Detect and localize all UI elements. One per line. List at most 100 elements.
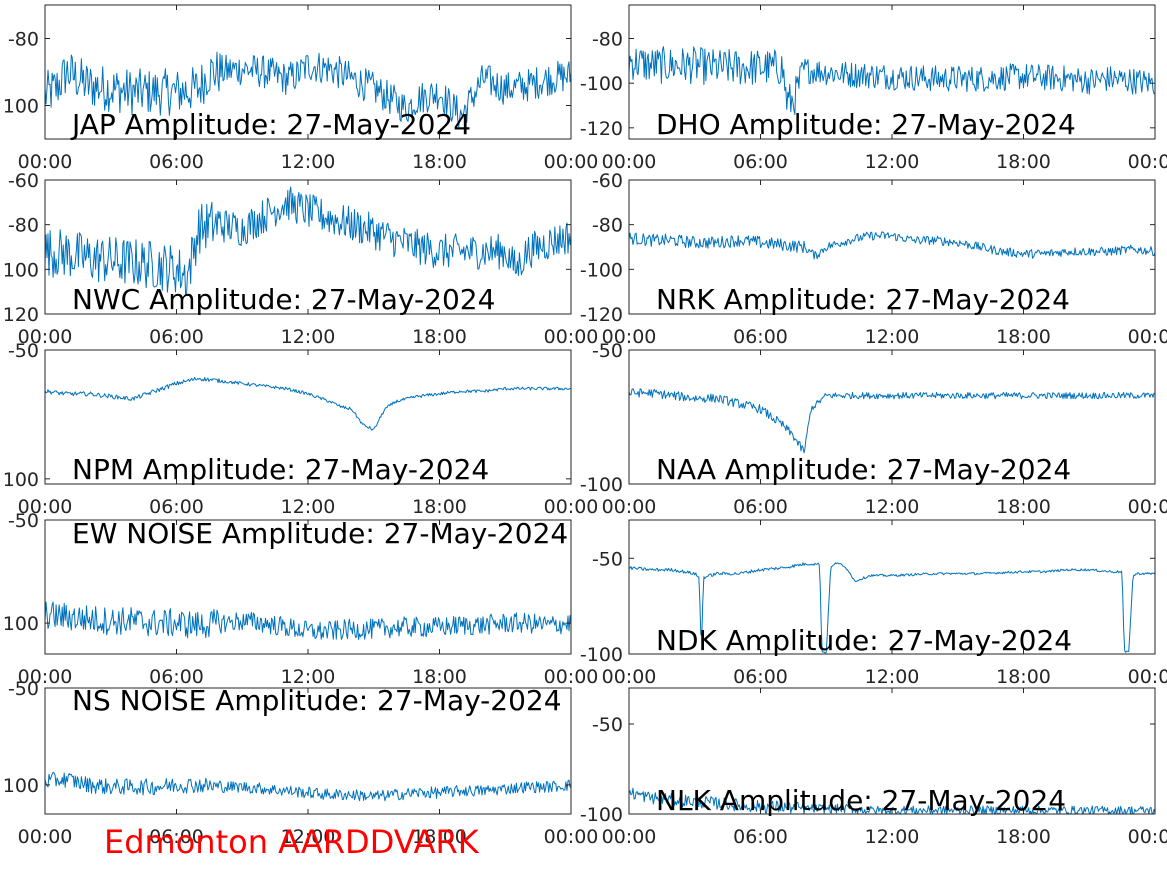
panel-title: NPM Amplitude: 27-May-2024: [72, 453, 489, 486]
panel-dho: -80 -100 -120 00:00 06:00 12:00 18:00 00:00 DHO …: [580, 4, 1167, 173]
amplitude-trace: [45, 51, 571, 128]
x-tick-label: 18:00: [996, 666, 1051, 688]
y-tick-label: 100: [3, 469, 39, 491]
amplitude-trace: [629, 46, 1155, 115]
x-tick-label: 00:00: [18, 151, 73, 173]
x-tick-label: 00:00: [18, 326, 73, 348]
panel-title: NAA Amplitude: 27-May-2024: [656, 453, 1071, 486]
panel-ns-noise: -50 100 00:00 06:00 12:00 18:00 00:00 NS NOISE …: [3, 678, 599, 848]
x-tick-label: 12:00: [865, 326, 920, 348]
x-tick-label: 18:00: [412, 326, 467, 348]
x-tick-label: 00:00: [18, 826, 73, 848]
y-tick-label: -100: [580, 644, 623, 666]
panel-title: JAP Amplitude: 27-May-2024: [70, 108, 471, 141]
x-tick-label: 06:00: [149, 326, 204, 348]
y-tick-label: 120: [3, 304, 39, 326]
x-tick-label: 18:00: [412, 151, 467, 173]
y-tick-label: -80: [592, 215, 623, 237]
panel-title: NDK Amplitude: 27-May-2024: [656, 624, 1072, 657]
amplitude-trace: [629, 231, 1155, 260]
x-tick-label: 00:00: [602, 826, 657, 848]
x-tick-label: 00:00: [544, 151, 599, 173]
panel-npm: -50 100 00:00 06:00 12:00 18:00 00:00 NPM Ampli…: [3, 340, 599, 518]
x-tick-label: 00:00: [18, 496, 73, 518]
x-tick-label: 12:00: [281, 326, 336, 348]
x-tick-label: 00:00: [18, 666, 73, 688]
y-tick-label: -80: [8, 215, 39, 237]
y-tick-label: -100: [580, 804, 623, 826]
y-tick-label: -60: [592, 170, 623, 192]
x-tick-label: 00:00: [544, 826, 599, 848]
x-tick-label: 06:00: [733, 496, 788, 518]
x-tick-label: 12:00: [865, 666, 920, 688]
x-tick-label: 00:00: [1128, 326, 1167, 348]
x-tick-label: 06:00: [733, 826, 788, 848]
y-tick-label: -100: [580, 474, 623, 496]
x-tick-label: 06:00: [149, 666, 204, 688]
panel-title: NS NOISE Amplitude: 27-May-2024: [72, 684, 562, 717]
x-tick-label: 00:00: [602, 496, 657, 518]
y-tick-label: -50: [592, 548, 623, 570]
x-tick-label: 18:00: [996, 826, 1051, 848]
y-tick-label: 100: [3, 259, 39, 281]
x-tick-label: 06:00: [733, 326, 788, 348]
x-tick-label: 18:00: [412, 826, 467, 848]
amplitude-trace: [45, 376, 571, 431]
panel-nrk: -60-80-100-12000:0006:0012:0018:0000:00N…: [580, 170, 1167, 348]
x-tick-label: 12:00: [281, 826, 336, 848]
x-tick-label: 12:00: [281, 151, 336, 173]
amplitude-trace: [45, 771, 571, 802]
x-tick-label: 00:00: [602, 666, 657, 688]
x-tick-label: 18:00: [996, 496, 1051, 518]
y-tick-label: -80: [8, 29, 39, 51]
y-tick-label: -120: [580, 118, 623, 140]
panel-title: NLK Amplitude: 27-May-2024: [656, 784, 1066, 817]
x-tick-label: 06:00: [149, 496, 204, 518]
panel-ew-noise: -50 100 00:00 06:00 12:00 18:00 00:00 EW NOISE …: [3, 510, 599, 688]
y-tick-label: -120: [580, 304, 623, 326]
panel-title: EW NOISE Amplitude: 27-May-2024: [72, 517, 568, 550]
y-tick-label: -100: [580, 73, 623, 95]
x-tick-label: 00:00: [1128, 666, 1167, 688]
x-tick-label: 00:00: [544, 666, 599, 688]
x-tick-label: 00:00: [1128, 826, 1167, 848]
y-tick-label: -50: [592, 714, 623, 736]
x-tick-label: 00:00: [602, 151, 657, 173]
x-tick-label: 12:00: [865, 151, 920, 173]
y-tick-label: -100: [580, 259, 623, 281]
y-tick-label: -50: [8, 340, 39, 362]
x-tick-label: 12:00: [865, 826, 920, 848]
x-tick-label: 06:00: [149, 151, 204, 173]
x-tick-label: 06:00: [149, 826, 204, 848]
panel-jap: -80 100 00:00 06:00 12:00 18:00 00:00 JAP Ampli…: [3, 4, 599, 173]
x-tick-label: 18:00: [412, 666, 467, 688]
x-tick-label: 06:00: [733, 666, 788, 688]
x-tick-label: 12:00: [281, 496, 336, 518]
amplitude-trace: [629, 562, 1155, 654]
x-tick-label: 12:00: [281, 666, 336, 688]
panel-title: NRK Amplitude: 27-May-2024: [656, 283, 1070, 316]
x-tick-label: 18:00: [996, 326, 1051, 348]
x-tick-label: 00:00: [544, 326, 599, 348]
station-label: Edmonton AARDDVARK: [104, 823, 480, 861]
y-tick-label: 100: [3, 96, 39, 118]
x-tick-label: 18:00: [412, 496, 467, 518]
amplitude-trace: [45, 186, 571, 296]
y-tick-label: -50: [592, 340, 623, 362]
amplitude-trace: [45, 601, 571, 640]
x-tick-label: 18:00: [996, 151, 1051, 173]
y-tick-label: -60: [8, 170, 39, 192]
x-tick-label: 12:00: [865, 496, 920, 518]
y-tick-label: -50: [8, 678, 39, 700]
panel-title: DHO Amplitude: 27-May-2024: [656, 108, 1076, 141]
y-tick-label: -80: [592, 29, 623, 51]
x-tick-label: 06:00: [733, 151, 788, 173]
x-tick-label: 00:00: [544, 496, 599, 518]
x-tick-label: 00:00: [1128, 496, 1167, 518]
amplitude-trace: [629, 388, 1155, 454]
y-tick-label: 100: [3, 775, 39, 797]
